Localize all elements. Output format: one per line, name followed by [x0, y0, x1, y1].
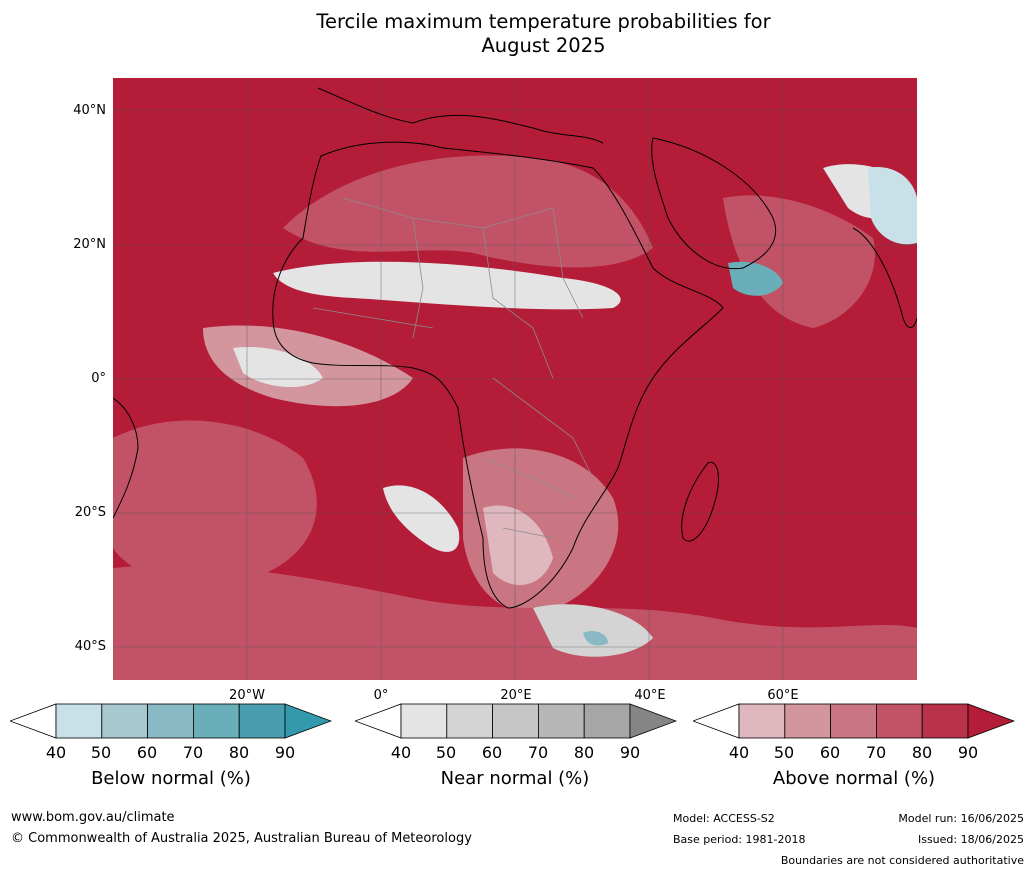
below-bin-3	[147, 703, 194, 739]
below-southern-ocean	[583, 631, 608, 646]
near-southern-ocean	[533, 604, 653, 657]
lat-label-20n: 20°N	[73, 237, 106, 252]
above-bin-4	[875, 703, 923, 739]
title-line-2: August 2025	[481, 34, 606, 57]
below-normal-label: Below normal (%)	[91, 768, 251, 789]
near-extend-high	[629, 703, 677, 739]
lon-label-40e: 40°E	[634, 688, 666, 703]
near-extend-low	[355, 703, 402, 739]
lat-label-40s: 40°S	[74, 639, 106, 654]
below-bin-2	[101, 703, 149, 739]
above-bin-5	[921, 703, 969, 739]
below-bin-5	[238, 703, 286, 739]
above-tick-50: 50	[773, 743, 795, 762]
africa-coastline	[272, 141, 724, 609]
near-tick-60: 60	[481, 743, 503, 762]
near-bin-5	[583, 703, 631, 739]
title-line-1: Tercile maximum temperature probabilitie…	[316, 10, 771, 33]
below-tick-90: 90	[274, 743, 296, 762]
below-tick-50: 50	[90, 743, 112, 762]
below-india	[868, 167, 917, 245]
issued-text: Issued: 18/06/2025	[917, 833, 1024, 846]
above-normal-label: Above normal (%)	[772, 768, 936, 789]
south-america-coastline	[113, 397, 139, 519]
below-extend-high	[284, 703, 332, 739]
near-bin-2	[446, 703, 494, 739]
above-tick-70: 70	[865, 743, 887, 762]
below-tick-40: 40	[45, 743, 67, 762]
above-tick-60: 60	[819, 743, 841, 762]
below-arabian-sea	[728, 261, 783, 296]
lat-label-20s: 20°S	[74, 505, 106, 520]
above-bin-2	[784, 703, 832, 739]
colorbar-below	[10, 703, 332, 739]
lon-label-20w: 20°W	[229, 688, 265, 703]
europe-coastline	[317, 87, 604, 144]
lon-label-0: 0°	[373, 688, 389, 703]
above-bin-3	[830, 703, 877, 739]
near-tick-40: 40	[390, 743, 412, 762]
near-gulf-guinea	[233, 347, 323, 388]
region-namibia	[483, 505, 553, 585]
madagascar-coastline	[681, 461, 719, 542]
near-normal-regions	[233, 164, 913, 657]
probability-map	[113, 78, 917, 680]
above-extend-low	[693, 703, 740, 739]
model-text: Model: ACCESS-S2	[673, 812, 775, 825]
colorbar-above	[693, 703, 1015, 739]
model-run-text: Model run: 16/06/2025	[898, 812, 1024, 825]
near-tick-50: 50	[435, 743, 457, 762]
india-coastline	[852, 227, 917, 328]
near-bin-4	[537, 703, 585, 739]
near-tick-70: 70	[527, 743, 549, 762]
below-tick-60: 60	[136, 743, 158, 762]
below-normal-regions	[583, 167, 917, 646]
above-tick-40: 40	[728, 743, 750, 762]
above-bin-1	[738, 703, 786, 739]
near-tick-90: 90	[619, 743, 641, 762]
below-bin-1	[55, 703, 103, 739]
copyright-text: © Commonwealth of Australia 2025, Austra…	[11, 831, 472, 846]
below-bin-4	[192, 703, 240, 739]
colorbar-near	[355, 703, 677, 739]
lat-label-40n: 40°N	[73, 103, 106, 118]
website-link[interactable]: www.bom.gov.au/climate	[11, 810, 175, 825]
chart-title: Tercile maximum temperature probabilitie…	[0, 10, 1035, 58]
near-south-atlantic	[383, 485, 460, 552]
below-extend-low	[10, 703, 57, 739]
arabia-coastline	[651, 137, 777, 270]
region-south-atlantic	[113, 420, 317, 587]
near-bin-1	[400, 703, 448, 739]
near-sahel	[273, 261, 621, 310]
below-tick-70: 70	[182, 743, 204, 762]
near-tick-80: 80	[573, 743, 595, 762]
lon-label-60e: 60°E	[767, 688, 799, 703]
above-extend-high	[967, 703, 1015, 739]
near-normal-label: Near normal (%)	[440, 768, 590, 789]
near-bin-3	[492, 703, 539, 739]
above-tick-80: 80	[911, 743, 933, 762]
lat-label-0: 0°	[91, 371, 106, 386]
region-sahara	[283, 155, 653, 268]
disclaimer-text: Boundaries are not considered authoritat…	[780, 854, 1024, 867]
graticule	[113, 78, 917, 680]
country-borders	[312, 197, 594, 539]
base-period-text: Base period: 1981-2018	[673, 833, 806, 846]
lon-label-20e: 20°E	[500, 688, 532, 703]
map-canvas	[113, 78, 917, 680]
below-tick-80: 80	[228, 743, 250, 762]
above-tick-90: 90	[957, 743, 979, 762]
